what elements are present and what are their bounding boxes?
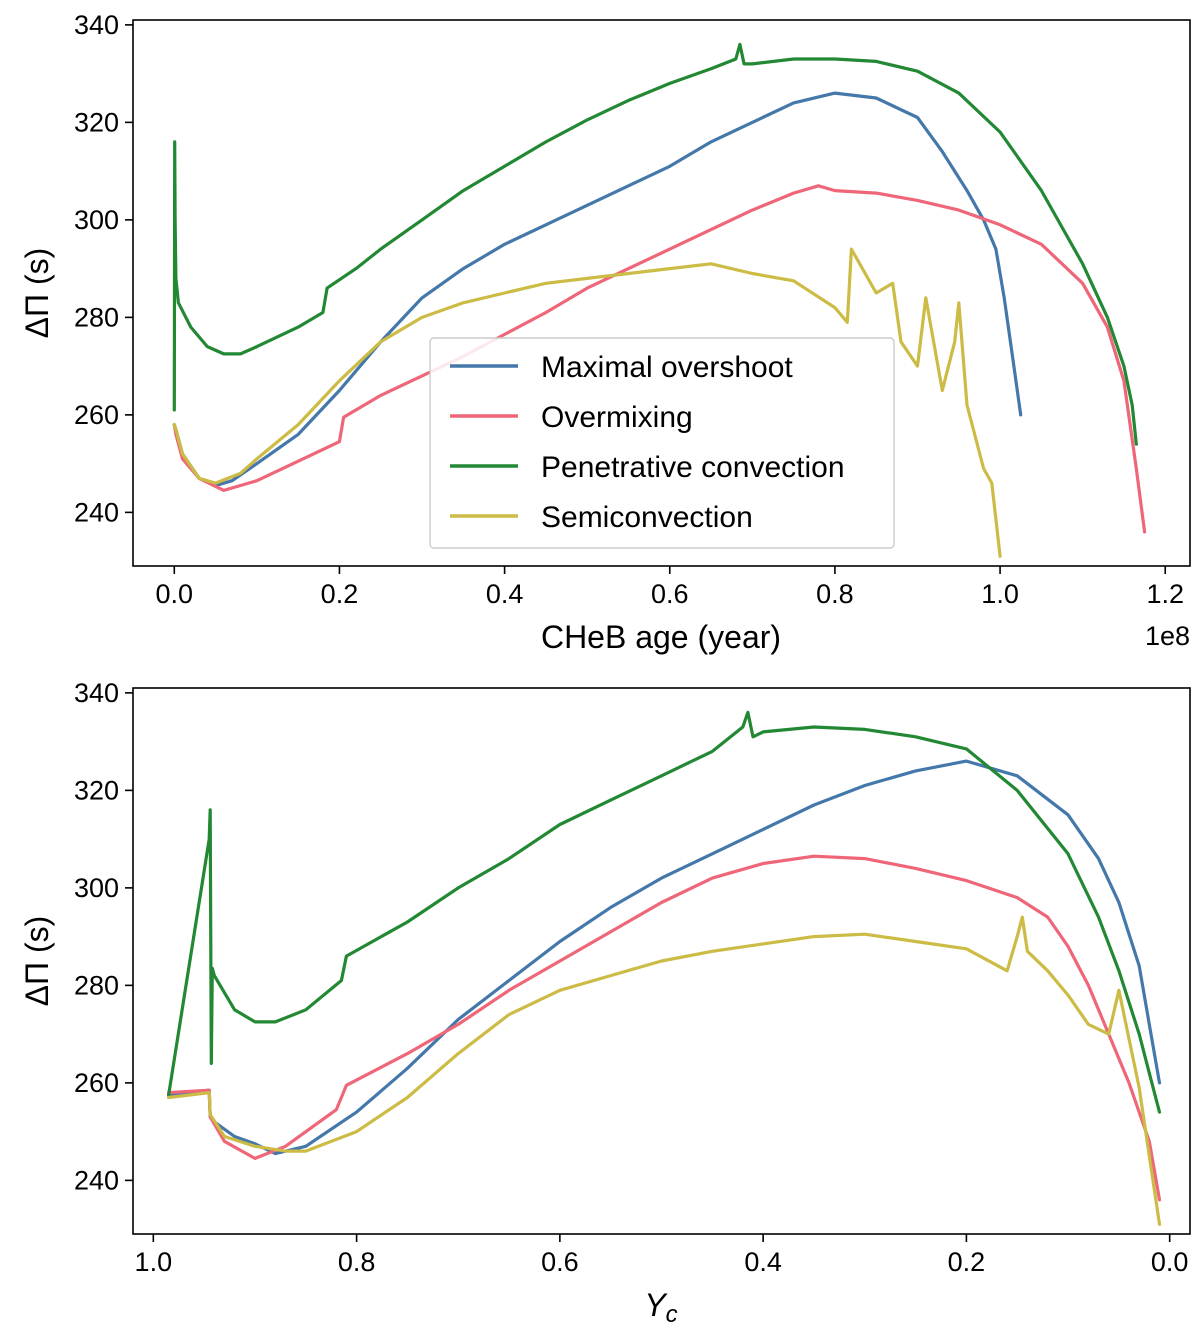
top-x-axis-label: CHeB age (year) (541, 619, 781, 655)
top-x-ticks: 0.0 0.2 0.4 0.6 0.8 1.0 1.2 (156, 566, 1184, 609)
series-line-semiconvection (167, 915, 1162, 1226)
legend-box (429, 337, 895, 549)
bottom-y-ticks: 240 260 280 300 320 340 (74, 678, 133, 1195)
series-line-penetrative (172, 42, 1138, 446)
bottom-plot-frame (132, 687, 1191, 1235)
y-tick-label: 260 (74, 400, 119, 430)
series-line-penetrative (167, 710, 1162, 1114)
top-plot-frame (132, 19, 1191, 567)
bottom-x-ticks: 1.0 0.8 0.6 0.4 0.2 0.0 (135, 1234, 1189, 1277)
top-data-lines (172, 42, 1147, 558)
series-line-maximal (167, 759, 1162, 1156)
y-tick-label: 240 (74, 497, 119, 527)
top-y-axis-label: ΔΠ (s) (19, 248, 55, 339)
top-panel: 0.0 0.2 0.4 0.6 0.8 1.0 1.2 240 260 280 300 320 340… (19, 10, 1191, 655)
x-tick-label: 0.4 (486, 579, 524, 609)
x-tick-label: 0.0 (1151, 1247, 1189, 1277)
top-x-offset-text: 1e8 (1145, 621, 1190, 651)
x-tick-label: 0.4 (744, 1247, 782, 1277)
x-tick-label: 0.8 (338, 1247, 376, 1277)
legend-label-maximal: Maximal overshoot (541, 351, 793, 384)
x-tick-label: 1.0 (981, 579, 1019, 609)
bottom-x-axis-label: Yc (644, 1287, 677, 1328)
bottom-data-lines (167, 710, 1162, 1226)
y-tick-label: 300 (74, 873, 119, 903)
x-tick-label: 1.0 (135, 1247, 173, 1277)
legend-label-overmixing: Overmixing (541, 401, 693, 434)
bottom-y-axis-label: ΔΠ (s) (19, 916, 55, 1007)
series-line-overmixing (172, 184, 1147, 534)
series-line-maximal (172, 91, 1023, 488)
bottom-panel: 1.0 0.8 0.6 0.4 0.2 0.0 240 260 280 300 320 340 Yc… (19, 678, 1191, 1328)
legend-label-semiconvection: Semiconvection (541, 501, 753, 534)
y-tick-label: 280 (74, 302, 119, 332)
series-line-overmixing (167, 854, 1162, 1202)
top-y-ticks: 240 260 280 300 320 340 (74, 10, 133, 527)
legend-label-penetrative: Penetrative convection (541, 451, 845, 484)
x-tick-label: 0.6 (541, 1247, 579, 1277)
x-tick-label: 0.2 (948, 1247, 986, 1277)
x-tick-label: 0.8 (816, 579, 854, 609)
y-tick-label: 340 (74, 10, 119, 40)
x-tick-label: 0.6 (651, 579, 689, 609)
y-tick-label: 240 (74, 1165, 119, 1195)
y-tick-label: 320 (74, 775, 119, 805)
y-tick-label: 260 (74, 1068, 119, 1098)
legend-items: Maximal overshoot Overmixing Penetrative c… (450, 351, 845, 534)
x-tick-label: 0.2 (321, 579, 359, 609)
y-tick-label: 340 (74, 678, 119, 708)
series-line-semiconvection (172, 247, 1002, 558)
legend: Maximal overshoot Overmixing Penetrative c… (429, 337, 895, 549)
y-tick-label: 280 (74, 970, 119, 1000)
y-tick-label: 320 (74, 107, 119, 137)
y-tick-label: 300 (74, 205, 119, 235)
x-tick-label: 0.0 (156, 579, 194, 609)
x-tick-label: 1.2 (1146, 579, 1184, 609)
